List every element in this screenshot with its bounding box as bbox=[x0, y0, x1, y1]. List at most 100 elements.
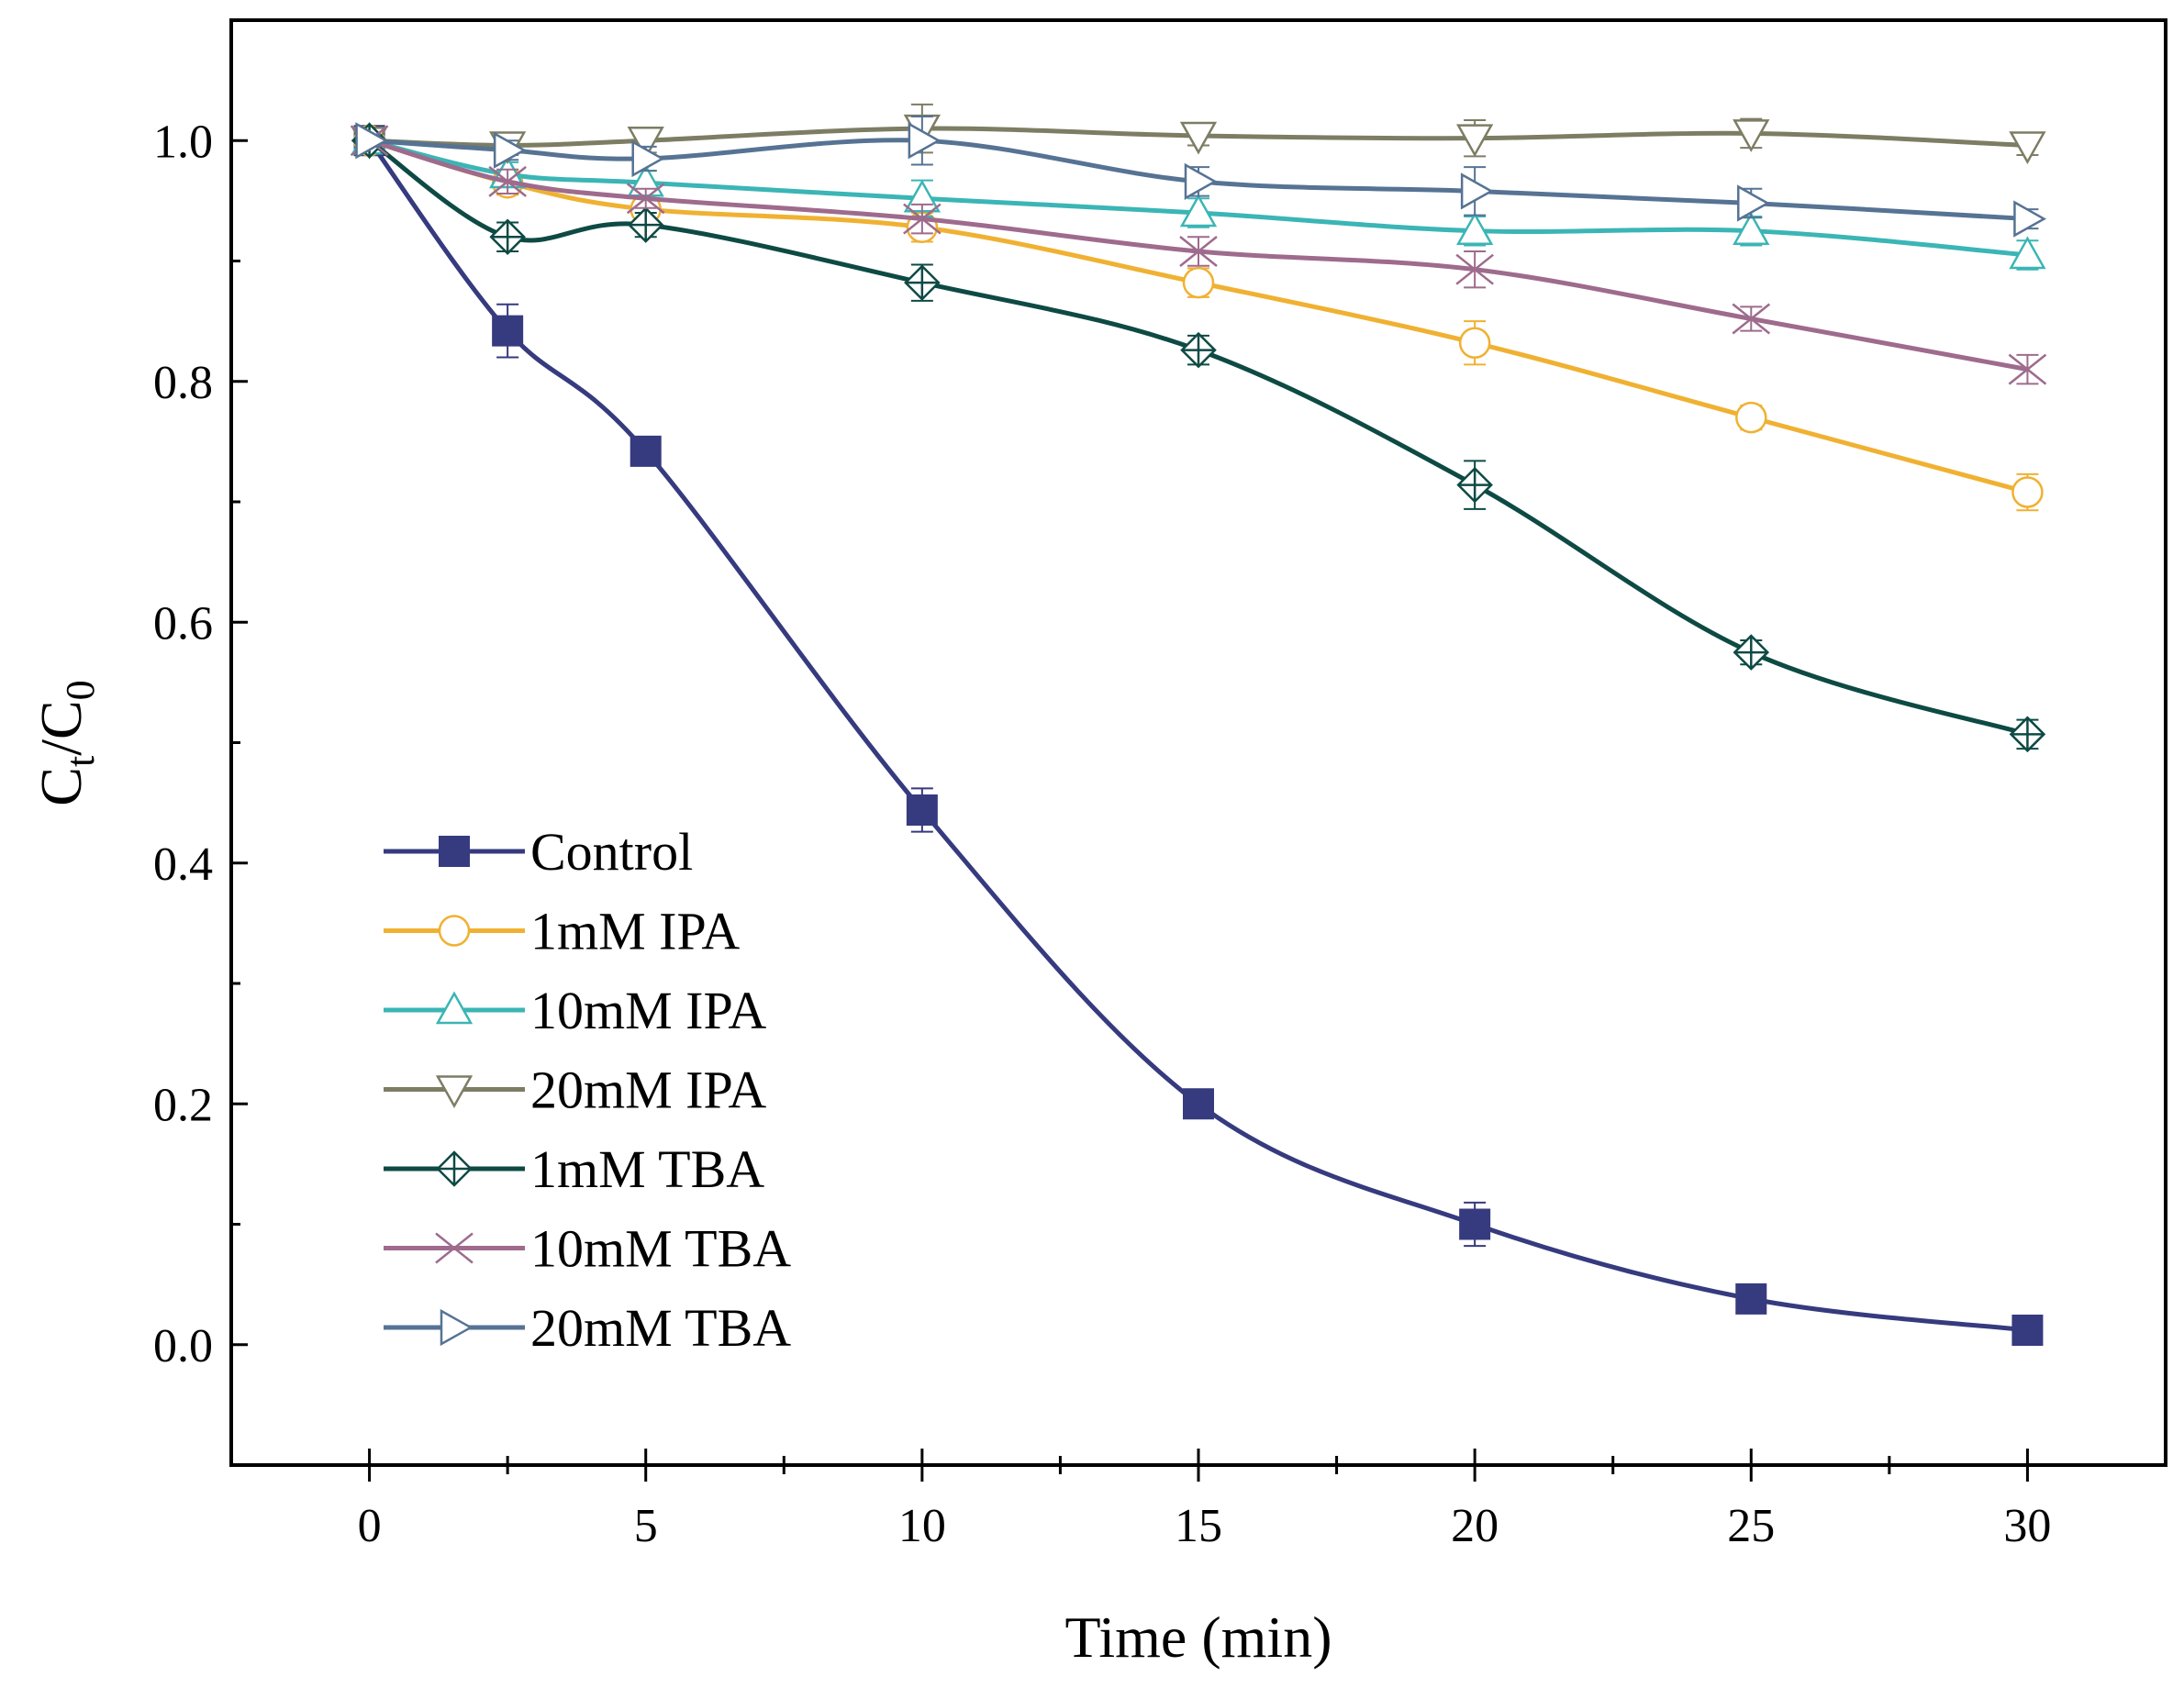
data-point bbox=[2009, 236, 2046, 270]
y-tick-label: 0.8 bbox=[153, 357, 213, 409]
marker-square bbox=[2011, 1315, 2044, 1346]
data-point bbox=[906, 794, 938, 826]
marker-x-b bbox=[1455, 253, 1494, 285]
y-tick-label: 0.0 bbox=[153, 1320, 213, 1372]
data-point bbox=[355, 122, 389, 160]
marker-triangle-right bbox=[493, 131, 527, 169]
data-point bbox=[1735, 1283, 1767, 1315]
legend-entry-1mm-tba: 1mM TBA bbox=[384, 1139, 764, 1199]
marker-circle bbox=[1182, 266, 1215, 299]
data-point bbox=[1179, 236, 1218, 267]
marker-triangle-down bbox=[1733, 119, 1770, 152]
x-axis-ticks: 0 5 10 15 20 25 30 bbox=[358, 1449, 2051, 1552]
data-point bbox=[627, 206, 664, 243]
marker-x-b bbox=[1732, 303, 1771, 335]
data-point bbox=[489, 218, 526, 256]
marker-triangle-right bbox=[2013, 200, 2046, 238]
y-tick-label: 1.0 bbox=[153, 116, 213, 168]
data-point bbox=[1184, 162, 1218, 201]
legend-label: 1mM IPA bbox=[530, 902, 740, 961]
marker-triangle-up bbox=[2009, 236, 2046, 270]
data-point bbox=[2008, 353, 2047, 385]
legend-entry-1mm-ipa: 1mM IPA bbox=[384, 902, 740, 961]
marker-square bbox=[906, 794, 938, 826]
data-point bbox=[1737, 184, 1770, 222]
legend-entry-10mm-ipa: 10mM IPA bbox=[384, 981, 766, 1040]
marker-square bbox=[439, 836, 470, 867]
legend-marker bbox=[439, 836, 470, 867]
x-tick-label: 0 bbox=[358, 1500, 382, 1552]
x-tick-label: 20 bbox=[1451, 1500, 1499, 1552]
data-point bbox=[627, 127, 664, 160]
marker-x-b bbox=[488, 165, 527, 197]
data-point bbox=[631, 139, 665, 178]
legend-entry-control: Control bbox=[384, 822, 693, 882]
marker-triangle-right bbox=[631, 139, 665, 178]
data-point bbox=[492, 315, 524, 347]
data-point bbox=[1732, 303, 1771, 335]
marker-x-b bbox=[903, 203, 942, 235]
y-tick-label: 0.2 bbox=[153, 1079, 213, 1131]
data-point bbox=[908, 122, 942, 160]
legend-label: 20mM TBA bbox=[530, 1298, 791, 1358]
legend-marker bbox=[440, 1308, 474, 1347]
data-point bbox=[2013, 200, 2046, 238]
data-point bbox=[493, 131, 527, 169]
marker-x-b bbox=[2008, 353, 2047, 385]
marker-square bbox=[1459, 1208, 1491, 1240]
marker-triangle-right bbox=[355, 122, 389, 160]
legend: Control 1mM IPA 10mM IPA 20mM IPA 1mM TBA 10m… bbox=[384, 822, 791, 1358]
data-point bbox=[1456, 466, 1493, 504]
marker-triangle-right bbox=[1460, 172, 1494, 210]
marker-triangle-up bbox=[1456, 212, 1494, 245]
marker-square bbox=[1735, 1283, 1767, 1315]
data-point bbox=[2009, 716, 2046, 753]
legend-marker bbox=[435, 991, 474, 1025]
series-line-control bbox=[367, 139, 2028, 1333]
data-point bbox=[2011, 1315, 2044, 1346]
legend-marker bbox=[435, 1075, 474, 1109]
data-point bbox=[1183, 1088, 1214, 1120]
marker-triangle-up bbox=[1733, 212, 1770, 245]
y-tick-label: 0.4 bbox=[153, 838, 213, 891]
marker-triangle-down bbox=[1456, 124, 1494, 158]
marker-circle bbox=[2011, 476, 2044, 508]
marker-circle bbox=[1735, 401, 1767, 434]
y-axis-title-main: C bbox=[28, 767, 94, 806]
series-line-1mm-tba bbox=[368, 139, 2029, 737]
marker-triangle-down bbox=[435, 1075, 474, 1109]
marker-triangle-right bbox=[1737, 184, 1770, 222]
x-tick-label: 30 bbox=[2003, 1500, 2051, 1552]
data-point bbox=[1458, 327, 1491, 359]
marker-x-b bbox=[1179, 236, 1218, 267]
y-axis-ticks: 0.0 0.2 0.4 0.6 0.8 1.0 bbox=[153, 18, 248, 1467]
data-point bbox=[1182, 266, 1215, 299]
data-point bbox=[1460, 172, 1494, 210]
data-point bbox=[1456, 212, 1494, 245]
x-tick-label: 15 bbox=[1175, 1500, 1222, 1552]
series-20mm-ipa bbox=[351, 103, 2046, 165]
marker-x-b bbox=[626, 183, 665, 215]
data-point bbox=[1735, 401, 1767, 434]
x-tick-label: 5 bbox=[634, 1500, 658, 1552]
data-point bbox=[1180, 331, 1217, 369]
y-axis-title: Ct/C0 bbox=[28, 680, 103, 805]
data-point bbox=[1733, 119, 1770, 152]
marker-triangle-right bbox=[908, 122, 942, 160]
legend-marker bbox=[436, 1150, 473, 1187]
legend-entry-20mm-tba: 20mM TBA bbox=[384, 1298, 791, 1358]
series-10mm-tba bbox=[350, 125, 2047, 385]
data-point bbox=[1179, 194, 1218, 228]
legend-label: 20mM IPA bbox=[530, 1061, 766, 1120]
series-20mm-tba bbox=[355, 116, 2046, 238]
legend-entry-10mm-tba: 10mM TBA bbox=[384, 1219, 791, 1279]
marker-triangle-right bbox=[1184, 162, 1218, 201]
data-point bbox=[1179, 121, 1218, 155]
data-point bbox=[2011, 476, 2044, 508]
legend-marker bbox=[435, 1232, 474, 1264]
marker-square bbox=[492, 315, 524, 347]
marker-triangle-down bbox=[2009, 131, 2046, 165]
y-axis-title-sub1: t bbox=[58, 756, 103, 767]
data-point bbox=[1455, 253, 1494, 285]
